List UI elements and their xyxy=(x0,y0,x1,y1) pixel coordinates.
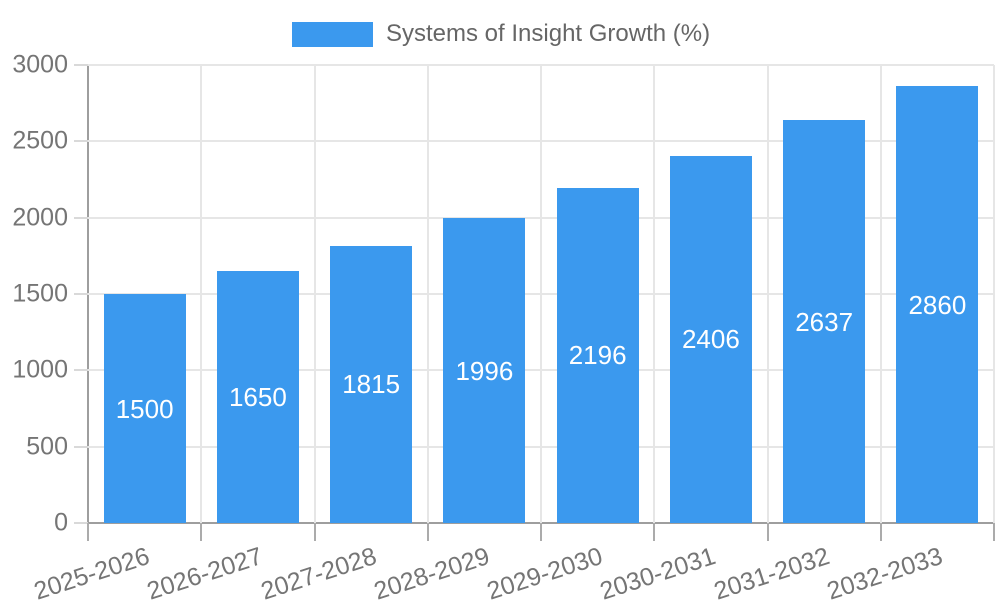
bar-value-label: 2406 xyxy=(681,324,740,355)
chart-legend: Systems of Insight Growth (%) xyxy=(292,20,710,48)
x-tick xyxy=(200,523,203,541)
x-tick xyxy=(993,523,995,541)
bar xyxy=(330,245,413,523)
y-tick xyxy=(74,216,88,219)
x-axis-tick-label: 2025-2026 xyxy=(30,542,153,606)
bar xyxy=(216,271,299,523)
bar-value-label: 1996 xyxy=(455,355,514,386)
bar xyxy=(896,86,979,523)
y-tick xyxy=(74,293,88,295)
y-tick xyxy=(74,445,88,448)
v-gridline xyxy=(653,65,656,523)
bar xyxy=(103,294,186,523)
x-axis-tick-label: 2029-2030 xyxy=(483,542,606,606)
x-axis-tick-label: 2026-2027 xyxy=(143,542,267,606)
y-tick xyxy=(74,369,88,372)
y-axis-tick-label: 500 xyxy=(26,432,68,461)
plot-area: 0 500 1000 1500 2000 2500 3000 1500 2025-2026 165… xyxy=(12,52,995,606)
bar-value-label: 1500 xyxy=(115,393,174,424)
x-tick xyxy=(540,523,542,541)
y-axis-tick-label: 0 xyxy=(54,508,68,537)
x-tick xyxy=(426,523,429,541)
bar-value-label: 2196 xyxy=(568,340,627,371)
x-axis-tick-label: 2028-2029 xyxy=(370,542,493,606)
v-gridline xyxy=(540,65,542,523)
v-gridline xyxy=(313,65,316,523)
x-tick xyxy=(313,523,316,541)
bar-value-label: 2860 xyxy=(908,289,967,320)
y-axis-line xyxy=(87,65,89,541)
y-tick xyxy=(74,522,88,524)
bar xyxy=(443,218,526,523)
bar xyxy=(783,120,866,523)
v-gridline xyxy=(200,65,203,523)
v-gridline xyxy=(766,65,769,523)
x-axis-tick-label: 2031-2032 xyxy=(710,542,833,606)
bar-value-label: 2637 xyxy=(795,306,854,337)
bar xyxy=(556,187,639,523)
v-gridline xyxy=(993,65,995,523)
y-tick xyxy=(74,64,88,66)
x-axis-tick-label: 2030-2031 xyxy=(596,542,720,606)
y-axis-tick-label: 2500 xyxy=(12,126,68,155)
x-tick xyxy=(766,523,769,541)
legend-label: Systems of Insight Growth (%) xyxy=(386,20,711,47)
y-axis-tick-label: 1000 xyxy=(12,355,68,384)
bar xyxy=(669,155,752,523)
y-axis-tick-label: 2000 xyxy=(12,203,68,232)
v-gridline xyxy=(426,65,429,523)
v-gridline xyxy=(879,65,882,523)
x-axis-tick-label: 2032-2033 xyxy=(823,542,946,606)
x-tick xyxy=(87,523,89,541)
x-tick xyxy=(653,523,656,541)
y-axis-tick-label: 3000 xyxy=(12,50,68,79)
y-axis-tick-label: 1500 xyxy=(12,279,68,308)
x-axis-tick-label: 2027-2028 xyxy=(257,542,380,606)
x-tick xyxy=(879,523,882,541)
legend-swatch xyxy=(292,21,373,47)
bar-value-label: 1815 xyxy=(342,369,401,400)
bar-value-label: 1650 xyxy=(228,382,287,413)
y-tick xyxy=(74,140,88,143)
